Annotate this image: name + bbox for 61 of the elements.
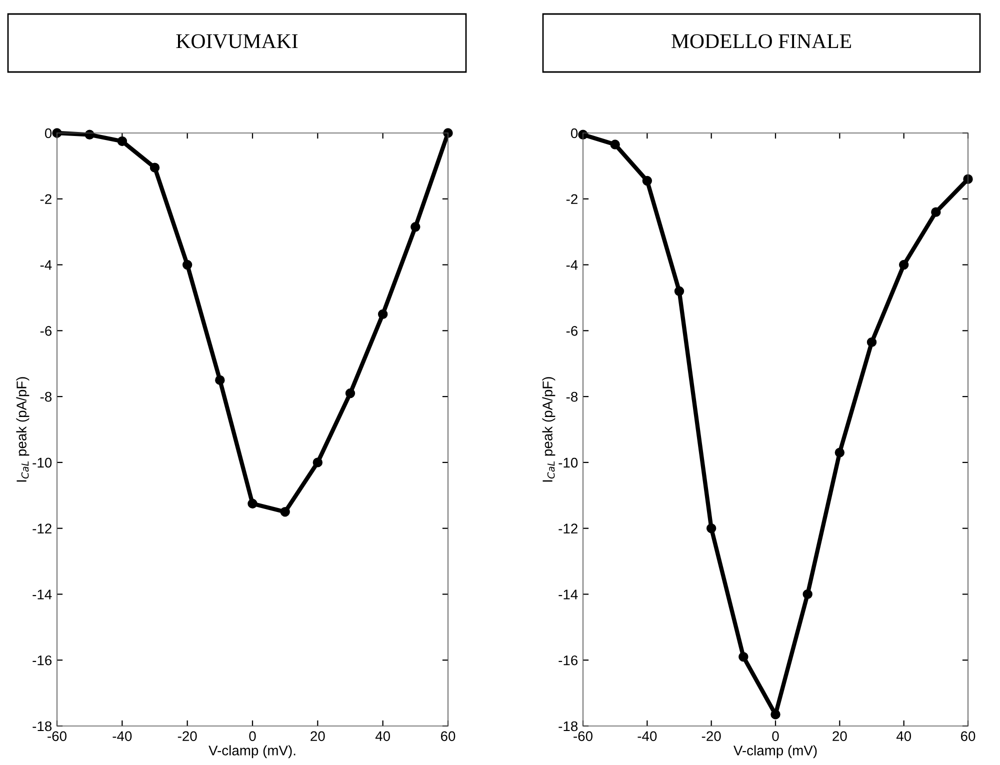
point [312, 458, 323, 468]
x-tick-label: 20 [310, 731, 325, 742]
point [182, 260, 192, 270]
y-tick-label: -6 [566, 326, 578, 336]
x-tick-label: 60 [960, 731, 976, 742]
x-tick-label: -40 [112, 731, 132, 742]
x-tick-label: 0 [249, 731, 256, 742]
x-tick-label: 60 [440, 731, 456, 742]
y-axis-title: I$_{CaL}$ peak (pA/pF) [542, 377, 556, 482]
y-tick-label: -2 [40, 194, 52, 204]
y-tick-label: -12 [32, 524, 52, 534]
x-axis-title: V-clamp (mV) [734, 745, 817, 758]
point [345, 388, 356, 398]
x-tick-label: -60 [48, 731, 66, 742]
point [117, 136, 128, 146]
x-tick-label: -20 [702, 731, 721, 742]
point [215, 375, 225, 385]
y-tick-label: -2 [566, 194, 578, 204]
point [150, 162, 160, 172]
x-tick-label: 40 [375, 731, 390, 742]
x-tick-label: 40 [896, 731, 912, 742]
y-tick-label: -4 [40, 260, 52, 270]
point [898, 260, 909, 270]
y-axis-title: I$_{CaL}$ peak (pA/pF) [16, 377, 30, 482]
y-tick-label: -10 [558, 458, 578, 468]
x-tick-label: 20 [832, 731, 847, 742]
point [931, 207, 941, 217]
x-tick-label: -40 [638, 731, 657, 742]
point [378, 309, 388, 320]
y-tick-label: 0 [44, 128, 52, 138]
point [834, 448, 845, 458]
point [280, 507, 290, 517]
y-tick-label: -16 [32, 655, 52, 666]
y-tick-label: -18 [558, 721, 578, 732]
point [674, 286, 684, 296]
point [802, 589, 812, 600]
y-tick-label: -14 [558, 590, 578, 600]
y-tick-label: -16 [558, 655, 578, 666]
y-tick-label: -8 [40, 392, 52, 402]
x-tick-label: -60 [574, 731, 592, 742]
chart-title: KOIVUMAKI [176, 34, 298, 48]
y-tick-label: 0 [570, 128, 578, 138]
point [866, 337, 877, 348]
point [738, 652, 748, 662]
x-tick-label: 0 [772, 731, 779, 742]
x-tick-label: -20 [178, 731, 197, 742]
point [770, 710, 780, 720]
point [248, 498, 258, 508]
y-tick-label: -8 [566, 392, 578, 402]
y-tick-label: -10 [32, 458, 52, 468]
y-tick-label: -12 [558, 524, 578, 534]
x-axis-title: V-clamp (mV). [208, 745, 296, 758]
y-tick-label: -6 [40, 326, 52, 336]
point [410, 222, 420, 232]
y-tick-label: -14 [32, 590, 52, 600]
point [706, 523, 716, 534]
point [610, 140, 620, 150]
y-tick-label: -4 [566, 260, 578, 270]
y-tick-label: -18 [32, 721, 52, 732]
chart-title: MODELLO FINALE [672, 34, 852, 48]
point [642, 176, 652, 186]
